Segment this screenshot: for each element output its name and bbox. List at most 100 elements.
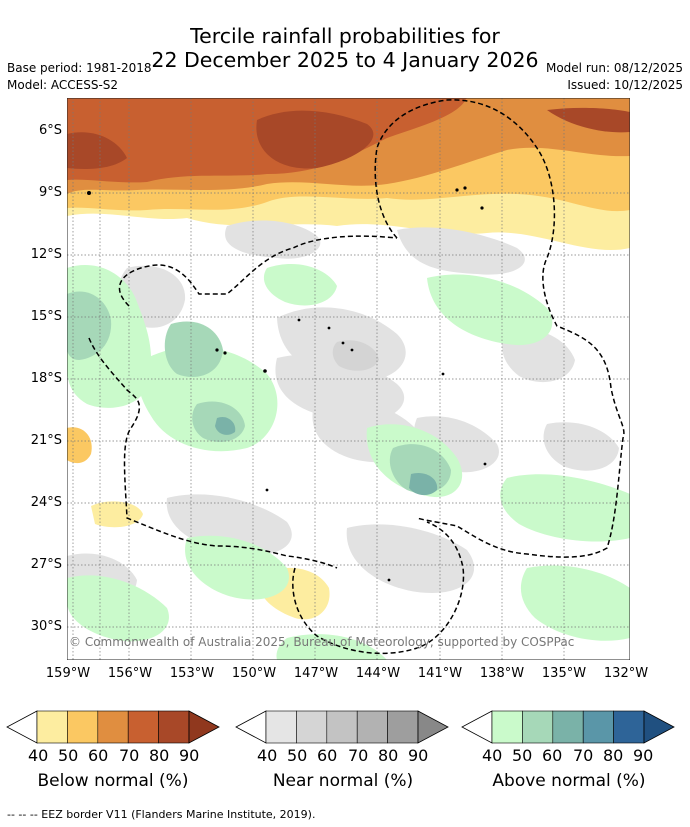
- tick-below-70: 70: [119, 746, 140, 765]
- below-80-region: [256, 110, 374, 169]
- lat-label-6s: 6°S: [38, 123, 62, 138]
- lat-label-24s: 24°S: [30, 495, 62, 510]
- lat-label-27s: 27°S: [30, 557, 62, 572]
- colorbar-above-segment-5: [613, 710, 645, 744]
- lon-label-159w: 159°W: [45, 666, 91, 681]
- colorbar-above-segment-3: [552, 710, 584, 744]
- colorbar-near-segment-4: [356, 710, 388, 744]
- above-50-region-2: [164, 321, 223, 377]
- colorbar-above-segment-4: [582, 710, 614, 744]
- colorbar-below-segment-2: [67, 710, 99, 744]
- above-60-region-2: [215, 416, 236, 435]
- colorbar-below-segment-1: [36, 710, 68, 744]
- title-line-2: 22 December 2025 to 4 January 2026: [151, 48, 539, 72]
- island-14: [265, 488, 269, 492]
- lon-label-132w: 132°W: [603, 666, 649, 681]
- colorbar-near-max-extension: [417, 710, 449, 744]
- eez-border-pitcairn: [292, 521, 465, 655]
- lon-label-135w: 135°W: [541, 666, 587, 681]
- lon-label-153w: 153°W: [169, 666, 215, 681]
- lat-label-12s: 12°S: [30, 247, 62, 262]
- title-line-1: Tercile rainfall probabilities for: [190, 24, 500, 48]
- tick-below-80: 80: [149, 746, 170, 765]
- island-15: [387, 578, 391, 582]
- colorbar-near-label: Near normal (%): [272, 771, 414, 791]
- above-40-region-8: [185, 535, 289, 600]
- tick-near-50: 50: [287, 746, 308, 765]
- graticule: [67, 98, 630, 660]
- island-7: [341, 341, 345, 345]
- below-40-patch-west: [91, 501, 143, 528]
- colorbar-below-label: Below normal (%): [37, 771, 189, 791]
- colorbar-near: [235, 710, 449, 744]
- eez-border-cook-islands: [118, 235, 398, 307]
- near-40-region-2: [397, 227, 525, 275]
- tick-above-80: 80: [603, 746, 624, 765]
- lon-label-138w: 138°W: [479, 666, 525, 681]
- colorbar-near-segment-1: [265, 710, 297, 744]
- near-40-region-10: [346, 524, 475, 593]
- meta-left: Base period: 1981-2018 Model: ACCESS-S2: [7, 60, 152, 94]
- tick-below-60: 60: [88, 746, 109, 765]
- lon-label-150w: 150°W: [231, 666, 277, 681]
- tick-above-40: 40: [482, 746, 503, 765]
- above-60-region-1: [409, 472, 438, 496]
- probability-map: © Commonwealth of Australia 2025, Bureau…: [67, 98, 630, 660]
- island-13: [483, 462, 487, 466]
- model-run: Model run: 08/12/2025: [545, 61, 683, 75]
- above-50-region-4: [389, 444, 451, 494]
- above-40-region-6: [500, 474, 630, 542]
- tick-below-50: 50: [58, 746, 79, 765]
- tick-near-60: 60: [317, 746, 338, 765]
- above-40-region-9: [520, 565, 630, 641]
- colorbar-below-segment-3: [97, 710, 129, 744]
- island-11: [480, 206, 484, 210]
- islands: [87, 186, 487, 582]
- island-9: [455, 188, 459, 192]
- colorbar-below-min-extension: [6, 710, 38, 744]
- colorbar-above: [461, 710, 675, 744]
- above-40-region-10: [276, 634, 387, 660]
- above-40-region-3: [263, 264, 337, 306]
- island-12: [441, 372, 445, 376]
- island-1: [87, 191, 91, 195]
- near-50-region: [332, 340, 379, 371]
- eez-borders: [88, 99, 625, 655]
- colorbar-above-label: Above normal (%): [492, 771, 646, 791]
- colorbar-near-min-extension: [235, 710, 267, 744]
- island-2: [215, 348, 219, 352]
- lat-label-30s: 30°S: [30, 619, 62, 634]
- colorbar-below-segment-4: [127, 710, 159, 744]
- island-4: [263, 369, 267, 373]
- lon-label-156w: 156°W: [107, 666, 153, 681]
- base-period: Base period: 1981-2018: [7, 61, 152, 75]
- lon-label-141w: 141°W: [417, 666, 463, 681]
- below-50-patch-west: [67, 427, 92, 464]
- lat-label-9s: 9°S: [38, 185, 62, 200]
- tick-below-90: 90: [179, 746, 200, 765]
- tick-above-50: 50: [512, 746, 533, 765]
- colorbar-above-max-extension: [643, 710, 675, 744]
- colorbar-below: [6, 710, 220, 744]
- tick-near-40: 40: [257, 746, 278, 765]
- colorbar-above-min-extension: [461, 710, 493, 744]
- tick-above-90: 90: [633, 746, 654, 765]
- tick-near-80: 80: [378, 746, 399, 765]
- eez-border-marquesas: [374, 99, 625, 558]
- eez-footnote: -- -- -- EEZ border V11 (Flanders Marine…: [7, 808, 316, 821]
- below-80-region-west: [67, 132, 127, 169]
- island-6: [327, 326, 331, 330]
- model-name: Model: ACCESS-S2: [7, 78, 119, 92]
- island-3: [223, 351, 227, 355]
- above-40-region-4: [427, 274, 553, 346]
- island-8: [350, 348, 354, 352]
- lon-label-147w: 147°W: [293, 666, 339, 681]
- lon-label-144w: 144°W: [355, 666, 401, 681]
- colorbar-near-segment-2: [296, 710, 328, 744]
- colorbar-below-max-extension: [188, 710, 220, 744]
- eez-border-cook-south: [88, 337, 338, 569]
- colorbar-above-segment-1: [491, 710, 523, 744]
- lat-label-18s: 18°S: [30, 371, 62, 386]
- lat-label-21s: 21°S: [30, 433, 62, 448]
- island-5: [297, 318, 301, 322]
